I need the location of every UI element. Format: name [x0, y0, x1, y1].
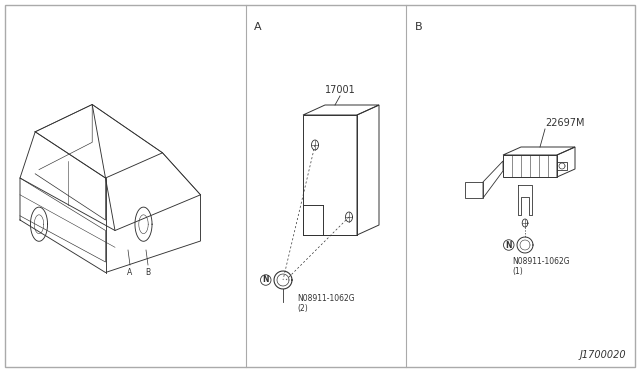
Text: A: A	[127, 268, 132, 277]
Text: 22697M: 22697M	[545, 118, 584, 128]
Text: N: N	[262, 276, 269, 285]
Text: N08911-1062G
(1): N08911-1062G (1)	[512, 257, 570, 276]
Bar	[465, 182, 483, 198]
Text: N08911-1062G
(2): N08911-1062G (2)	[297, 294, 355, 313]
Bar	[557, 162, 567, 170]
Text: N: N	[506, 241, 512, 250]
Text: J1700020: J1700020	[579, 350, 626, 360]
Text: 17001: 17001	[324, 85, 355, 95]
Text: B: B	[145, 268, 150, 277]
Text: B: B	[415, 22, 422, 32]
Text: A: A	[254, 22, 262, 32]
